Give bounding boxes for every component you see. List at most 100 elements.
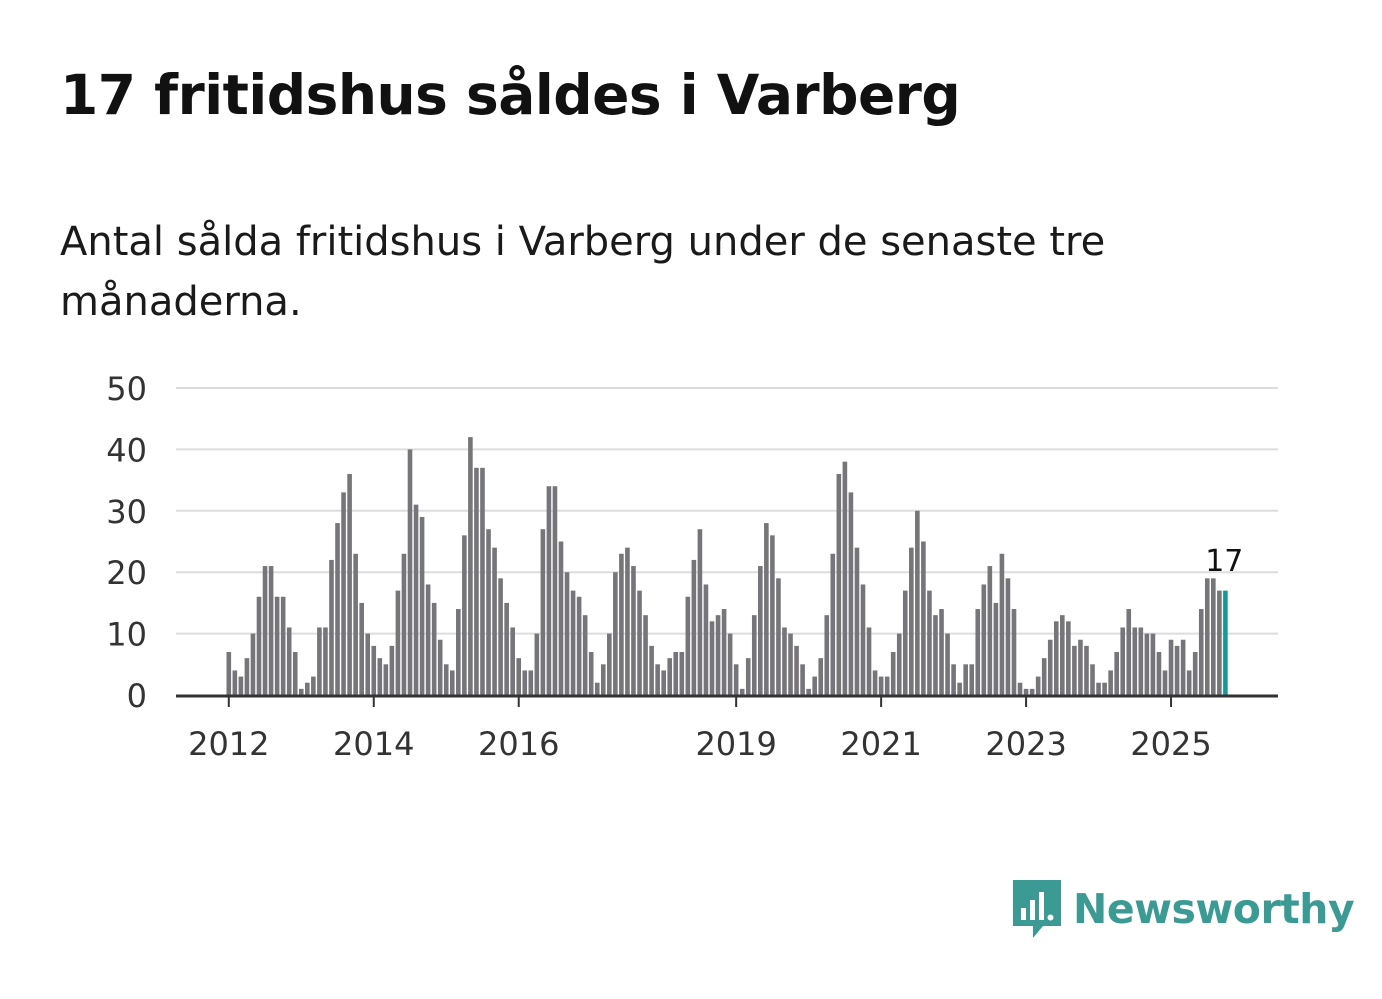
y-tick-label: 10 <box>106 616 147 654</box>
bar <box>733 664 739 695</box>
bar <box>437 639 443 695</box>
bar <box>758 566 763 695</box>
x-tick-label: 2023 <box>985 725 1066 763</box>
bar <box>661 670 666 695</box>
bar <box>389 645 395 695</box>
bar <box>1192 652 1198 695</box>
bar <box>715 615 721 695</box>
bar <box>371 645 377 695</box>
bar <box>498 578 503 695</box>
bar <box>975 609 981 695</box>
bar <box>776 578 781 695</box>
bar <box>933 615 938 695</box>
bar <box>643 615 648 695</box>
bar <box>1078 639 1083 695</box>
highlight-value-label: 17 <box>1205 544 1243 579</box>
bar <box>468 437 473 695</box>
x-tick-label: 2014 <box>333 725 414 763</box>
bar <box>703 584 709 695</box>
bar <box>504 602 509 695</box>
bar <box>1060 615 1065 695</box>
bar <box>1090 664 1095 695</box>
bar <box>1174 645 1180 695</box>
bar <box>739 688 745 695</box>
bar <box>1114 652 1119 695</box>
bar <box>1126 609 1132 695</box>
bar <box>981 584 987 695</box>
bar <box>305 682 310 695</box>
bar <box>516 658 522 695</box>
bar <box>311 676 316 695</box>
bar <box>999 553 1005 695</box>
bar <box>594 682 600 695</box>
newsworthy-logo-text: Newsworthy <box>1073 885 1355 933</box>
bar <box>890 652 896 695</box>
bar <box>522 670 528 695</box>
bar <box>770 535 775 695</box>
bar <box>1204 578 1210 695</box>
bar <box>1066 621 1071 695</box>
bar <box>957 682 962 695</box>
y-tick-label: 0 <box>127 677 147 715</box>
bar <box>963 664 968 695</box>
bar <box>558 541 564 695</box>
bar <box>691 559 697 695</box>
bar <box>534 633 540 695</box>
bar <box>449 670 455 695</box>
bar <box>818 658 824 695</box>
bar <box>842 461 848 695</box>
gridlines <box>176 387 1278 635</box>
bar <box>1217 590 1222 695</box>
bar <box>1132 627 1138 695</box>
newsworthy-logo: Newsworthy <box>1011 878 1355 940</box>
bar <box>474 467 479 695</box>
bar <box>401 553 407 695</box>
newsworthy-logo-icon <box>1013 880 1061 938</box>
bar <box>480 467 485 695</box>
bar <box>353 553 358 695</box>
bar <box>697 529 703 695</box>
bar <box>619 553 624 695</box>
bar <box>262 566 268 695</box>
bar <box>588 652 594 695</box>
bar <box>745 658 751 695</box>
bar <box>274 596 280 695</box>
bar <box>546 486 552 695</box>
bar <box>637 590 642 695</box>
bar-highlight <box>1223 590 1228 695</box>
bar <box>806 688 811 695</box>
y-axis: 0 10 20 30 40 50 <box>106 370 147 715</box>
bar <box>848 492 854 695</box>
x-tick-label: 2016 <box>478 725 559 763</box>
bar <box>383 664 389 695</box>
bar <box>238 676 244 695</box>
bar <box>425 584 431 695</box>
bar <box>1035 676 1041 695</box>
bar <box>782 627 787 695</box>
bar <box>359 602 364 695</box>
y-tick-label: 40 <box>106 431 147 469</box>
bar <box>419 516 425 695</box>
bar <box>492 547 497 695</box>
bar <box>1150 633 1156 695</box>
bar <box>915 510 920 695</box>
bar <box>570 590 576 695</box>
bar <box>751 615 757 695</box>
bar <box>824 615 830 695</box>
bar <box>1180 639 1186 695</box>
bar <box>329 559 334 695</box>
bar <box>607 633 612 695</box>
bar <box>854 547 860 695</box>
bar <box>794 645 799 695</box>
bar <box>407 449 413 695</box>
bar <box>872 670 878 695</box>
x-tick-label: 2021 <box>840 725 921 763</box>
bar <box>1017 682 1023 695</box>
bar <box>377 658 383 695</box>
bar <box>244 658 250 695</box>
bar <box>649 645 654 695</box>
bar <box>600 664 606 695</box>
bar <box>510 627 515 695</box>
bar <box>1156 652 1162 695</box>
